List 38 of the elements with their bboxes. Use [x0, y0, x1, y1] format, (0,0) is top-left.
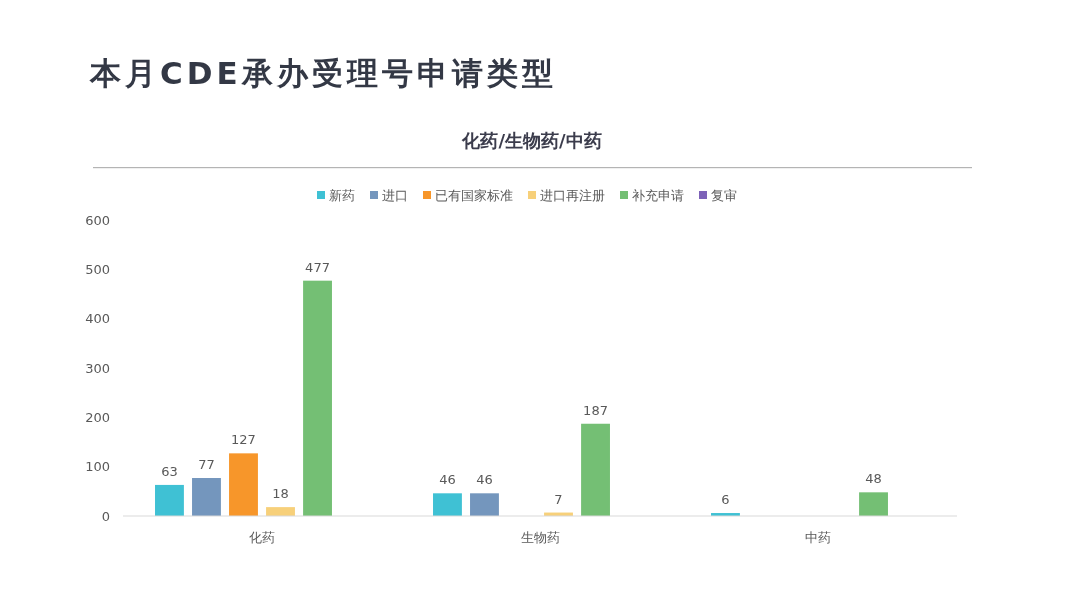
data-label: 477: [305, 259, 330, 275]
x-tick-label: 生物药: [520, 529, 560, 545]
y-tick-label: 400: [85, 311, 110, 327]
bar: [433, 493, 462, 516]
y-tick-label: 300: [85, 360, 110, 376]
bar: [155, 484, 184, 516]
data-label: 187: [583, 402, 608, 418]
y-tick-label: 200: [85, 409, 110, 425]
legend-label: 进口: [382, 187, 408, 203]
y-tick-label: 500: [85, 261, 110, 277]
legend-label: 复审: [711, 187, 737, 203]
bar: [266, 507, 295, 516]
x-tick-label: 化药: [249, 529, 275, 545]
legend-label: 补充申请: [632, 187, 684, 203]
data-label: 6: [721, 492, 730, 508]
data-label: 7: [554, 491, 563, 507]
y-tick-label: 600: [85, 212, 110, 228]
bar: [303, 280, 332, 516]
chart-subtitle: 化药/生物药/中药: [461, 130, 602, 151]
legend-label: 新药: [329, 187, 355, 203]
data-label: 46: [439, 472, 456, 488]
bar: [192, 478, 221, 516]
legend-label: 进口再注册: [540, 187, 605, 203]
data-label: 63: [161, 463, 178, 479]
data-label: 77: [198, 457, 215, 473]
bar: [581, 423, 610, 516]
data-label: 46: [476, 472, 493, 488]
bar: [229, 453, 258, 516]
x-tick-label: 中药: [805, 529, 831, 545]
y-tick-label: 100: [85, 459, 110, 475]
data-label: 127: [231, 432, 256, 448]
data-label: 48: [865, 471, 882, 487]
data-label: 18: [272, 486, 289, 502]
chart-title: 本月CDE承办受理号申请类型: [89, 55, 557, 91]
bar: [470, 493, 499, 516]
y-tick-label: 0: [101, 508, 110, 524]
bar: [859, 492, 888, 516]
legend-label: 已有国家标准: [435, 187, 513, 203]
